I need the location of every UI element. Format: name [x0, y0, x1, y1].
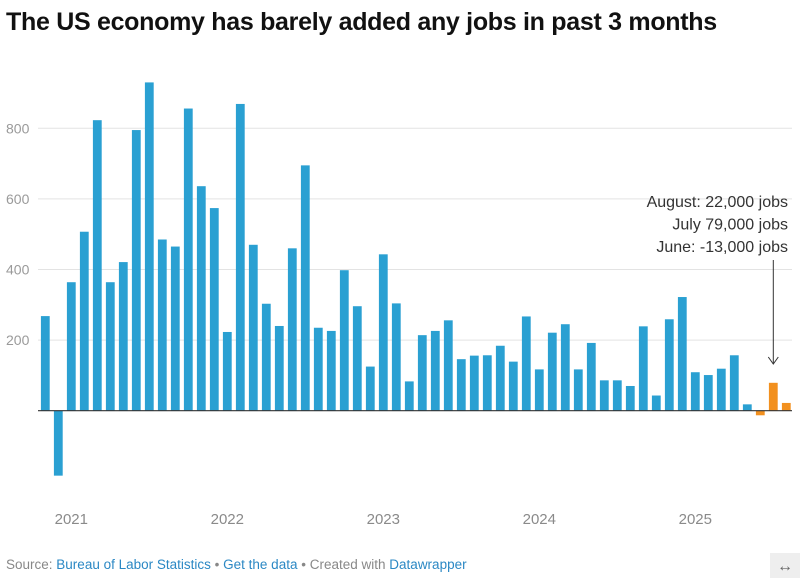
bar-2021-05 — [118, 262, 128, 411]
bar-2024-07 — [612, 380, 622, 411]
bar-2023-01 — [378, 254, 388, 411]
bar-2022-07 — [300, 165, 310, 411]
bar-2024-04 — [573, 369, 583, 411]
bar-2021-07 — [144, 82, 154, 411]
bar-2020-12 — [53, 410, 63, 476]
bar-2025-01 — [690, 372, 700, 411]
bar-2024-06 — [599, 380, 609, 411]
datawrapper-link[interactable]: Datawrapper — [389, 557, 467, 572]
bar-2023-11 — [508, 361, 518, 411]
bar-2025-08 — [781, 402, 791, 411]
bar-2024-01 — [534, 369, 544, 411]
x-tick-label: 2025 — [679, 511, 712, 528]
bar-2021-04 — [105, 282, 115, 411]
bar-2022-02 — [235, 103, 245, 411]
bar-2025-02 — [703, 375, 713, 411]
bar-2022-05 — [274, 325, 284, 411]
created-with-label: Created with — [309, 557, 386, 572]
bar-2022-08 — [313, 327, 323, 411]
bar-2025-03 — [716, 368, 726, 411]
bar-2024-02 — [547, 332, 557, 411]
bar-2025-04 — [729, 355, 739, 411]
x-tick-label: 2023 — [367, 511, 400, 528]
arrow-down-icon — [767, 356, 779, 365]
bar-2025-05 — [742, 404, 752, 411]
expand-icon[interactable]: ↔ — [770, 553, 800, 578]
x-tick-label: 2022 — [211, 511, 244, 528]
bar-2024-11 — [664, 319, 674, 411]
bar-2024-12 — [677, 297, 687, 411]
chart-title: The US economy has barely added any jobs… — [6, 8, 717, 36]
bar-2021-12 — [209, 208, 219, 411]
bar-2023-05 — [430, 330, 440, 411]
bar-2022-06 — [287, 248, 297, 411]
bar-2022-03 — [248, 244, 258, 411]
bar-2025-07 — [768, 382, 778, 411]
bar-2024-05 — [586, 342, 596, 411]
y-tick-label: 600 — [6, 191, 30, 207]
bar-2021-06 — [131, 130, 141, 411]
annotation-line: August: 22,000 jobs — [647, 194, 788, 211]
bar-2021-03 — [92, 120, 102, 411]
bar-2022-10 — [339, 270, 349, 411]
separator: • — [214, 557, 220, 572]
bar-2021-08 — [157, 239, 167, 411]
bar-2024-09 — [638, 326, 648, 411]
bar-2021-10 — [183, 108, 193, 411]
annotation-line: June: -13,000 jobs — [656, 239, 788, 256]
bar-2021-02 — [79, 231, 89, 411]
annotation: August: 22,000 jobs July 79,000 jobs June:… — [647, 194, 788, 365]
bar-2022-01 — [222, 331, 232, 411]
bar-2022-04 — [261, 303, 271, 411]
bar-2023-03 — [404, 381, 414, 411]
y-tick-label: 800 — [6, 120, 30, 136]
bar-2023-08 — [469, 355, 479, 411]
bar-2024-10 — [651, 395, 661, 411]
bar-2020-11 — [40, 316, 50, 411]
y-tick-label: 200 — [6, 332, 30, 348]
bar-2025-06 — [755, 410, 765, 416]
get-data-link[interactable]: Get the data — [223, 557, 298, 572]
bars — [40, 82, 791, 476]
source-label: Source: — [6, 557, 53, 572]
separator: • — [301, 557, 306, 572]
bar-2023-09 — [482, 355, 492, 411]
bar-2023-07 — [456, 359, 466, 411]
x-axis: 2021 2022 2023 2024 2025 — [55, 511, 712, 528]
source-link[interactable]: Bureau of Labor Statistics — [56, 557, 211, 572]
bar-2023-04 — [417, 335, 427, 411]
x-tick-label: 2024 — [523, 511, 556, 528]
bar-2024-08 — [625, 385, 635, 411]
x-tick-label: 2021 — [55, 511, 88, 528]
bar-2023-06 — [443, 320, 453, 411]
bar-2023-10 — [495, 345, 505, 411]
footer: Source: Bureau of Labor Statistics • Get… — [6, 557, 467, 572]
bar-2021-01 — [66, 282, 76, 411]
bar-2022-12 — [365, 366, 375, 411]
annotation-line: July 79,000 jobs — [672, 217, 788, 234]
bar-2022-09 — [326, 330, 336, 411]
bar-2024-03 — [560, 324, 570, 411]
bar-2023-02 — [391, 303, 401, 411]
bar-2021-11 — [196, 186, 206, 411]
bar-2023-12 — [521, 316, 531, 411]
y-tick-label: 400 — [6, 262, 30, 278]
bar-2021-09 — [170, 246, 180, 411]
bar-2022-11 — [352, 306, 362, 411]
